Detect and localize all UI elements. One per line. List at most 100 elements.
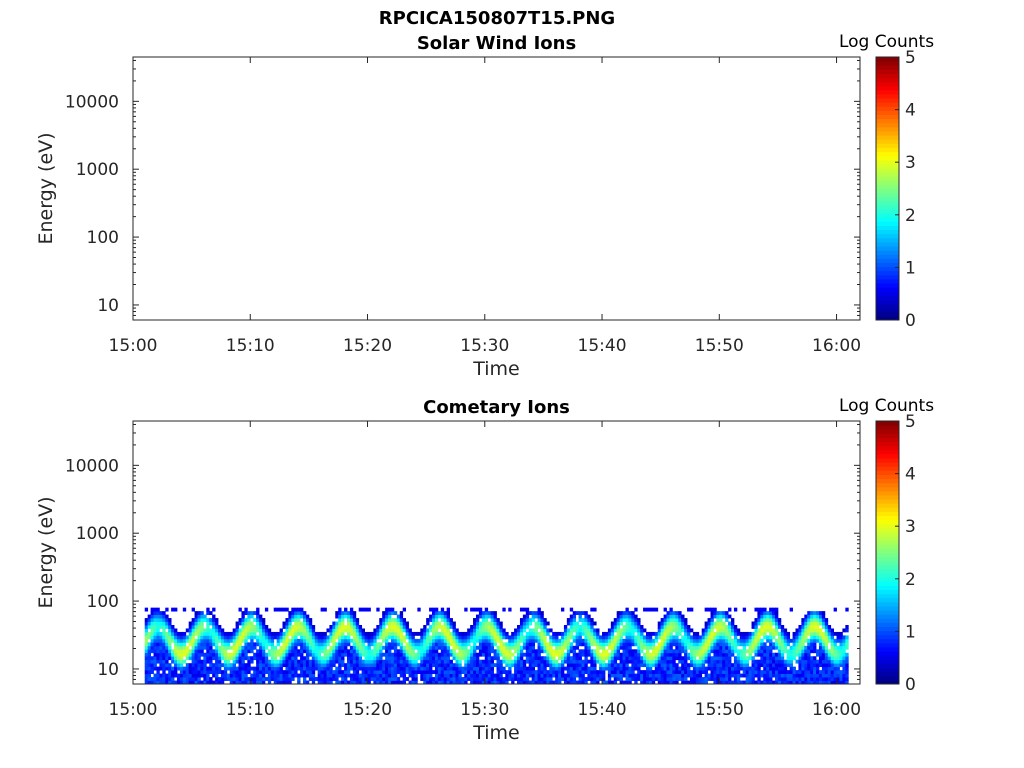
heatmap-cell [692,652,697,657]
heatmap-cell [349,673,354,678]
heatmap-cell [159,680,163,684]
heatmap-cell [220,645,225,650]
heatmap-cell [757,611,761,615]
heatmap-cell [807,631,811,636]
heatmap-cell [267,659,272,664]
colorbar-segment [876,647,899,652]
heatmap-cell [830,680,835,684]
heatmap-cell [543,645,547,650]
heatmap-cell [308,618,313,622]
heatmap-cell [689,638,694,643]
heatmap-cell [816,670,820,674]
heatmap-cell [836,673,840,678]
heatmap-cell [323,645,327,650]
heatmap-cell [297,659,301,664]
heatmap-cell [681,638,685,643]
heatmap-cell [710,618,714,622]
heatmap-cell [250,611,254,615]
heatmap-cell [473,656,477,661]
heatmap-cell [487,642,492,647]
heatmap-cell [370,631,374,636]
heatmap-cell [525,625,530,629]
heatmap-cell [798,649,802,654]
heatmap-cell [760,618,764,622]
heatmap-cell [478,663,483,668]
heatmap-cell [590,670,594,674]
heatmap-cell [238,677,242,681]
heatmap-cell [279,680,283,684]
heatmap-cell [681,618,685,622]
heatmap-cell [625,663,629,668]
heatmap-cell [566,670,571,674]
heatmap-cell [417,642,421,647]
heatmap-cell [760,659,764,664]
heatmap-cell [261,638,266,643]
heatmap-cell [215,670,219,674]
heatmap-cell [420,659,424,664]
heatmap-cell [672,611,676,615]
heatmap-cell [294,642,298,647]
heatmap-cell [405,625,409,629]
heatmap-cell [543,635,547,640]
heatmap-cell [499,652,503,657]
heatmap-cell [619,670,623,674]
heatmap-cell [150,638,154,643]
heatmap-cell [215,631,219,636]
heatmap-cell [165,642,169,647]
heatmap-cell [728,628,732,633]
heatmap-cell [423,673,427,678]
heatmap-cell [481,618,486,622]
heatmap-cell [367,631,371,636]
heatmap-cell [733,663,738,668]
heatmap-cell [695,645,700,650]
heatmap-cell [563,673,568,678]
heatmap-cell [241,670,245,674]
heatmap-cell [238,649,242,654]
heatmap-cell [358,680,363,684]
heatmap-cell [455,670,459,674]
heatmap-cell [689,635,694,640]
heatmap-cell [575,663,579,668]
heatmap-cell [575,673,579,678]
heatmap-cell [188,663,193,668]
heatmap-cell [464,673,468,678]
heatmap-cell [344,645,348,650]
heatmap-cell [499,621,503,626]
heatmap-cell [344,663,348,668]
heatmap-cell [499,680,503,684]
heatmap-cell [171,607,175,612]
colorbar-segment [876,655,899,660]
heatmap-cell [273,663,278,668]
heatmap-cell [305,663,310,668]
heatmap-cell [209,645,213,650]
heatmap-cell [220,656,225,661]
heatmap-cell [150,618,154,622]
heatmap-cell [259,645,263,650]
heatmap-cell [341,652,345,657]
heatmap-cell [194,638,198,643]
heatmap-cell [625,652,629,657]
heatmap-cell [689,677,694,681]
heatmap-cell [751,659,755,664]
heatmap-cell [385,642,389,647]
heatmap-cell [502,677,506,681]
heatmap-cell [622,656,626,661]
heatmap-cell [338,618,342,622]
heatmap-cell [549,638,553,643]
heatmap-cell [560,607,565,612]
heatmap-cell [769,642,773,647]
heatmap-cell [543,673,547,678]
x-tick-label: 15:20 [343,336,392,356]
heatmap-cell [344,607,348,612]
heatmap-cell [810,631,814,636]
heatmap-cell [320,666,324,671]
heatmap-cell [256,670,260,674]
heatmap-cell [830,677,835,681]
heatmap-cell [704,631,708,636]
heatmap-cell [748,652,752,657]
heatmap-cell [593,663,597,668]
heatmap-cell [663,673,667,678]
heatmap-cell [780,635,785,640]
heatmap-cell [572,677,577,681]
heatmap-cell [487,666,492,671]
